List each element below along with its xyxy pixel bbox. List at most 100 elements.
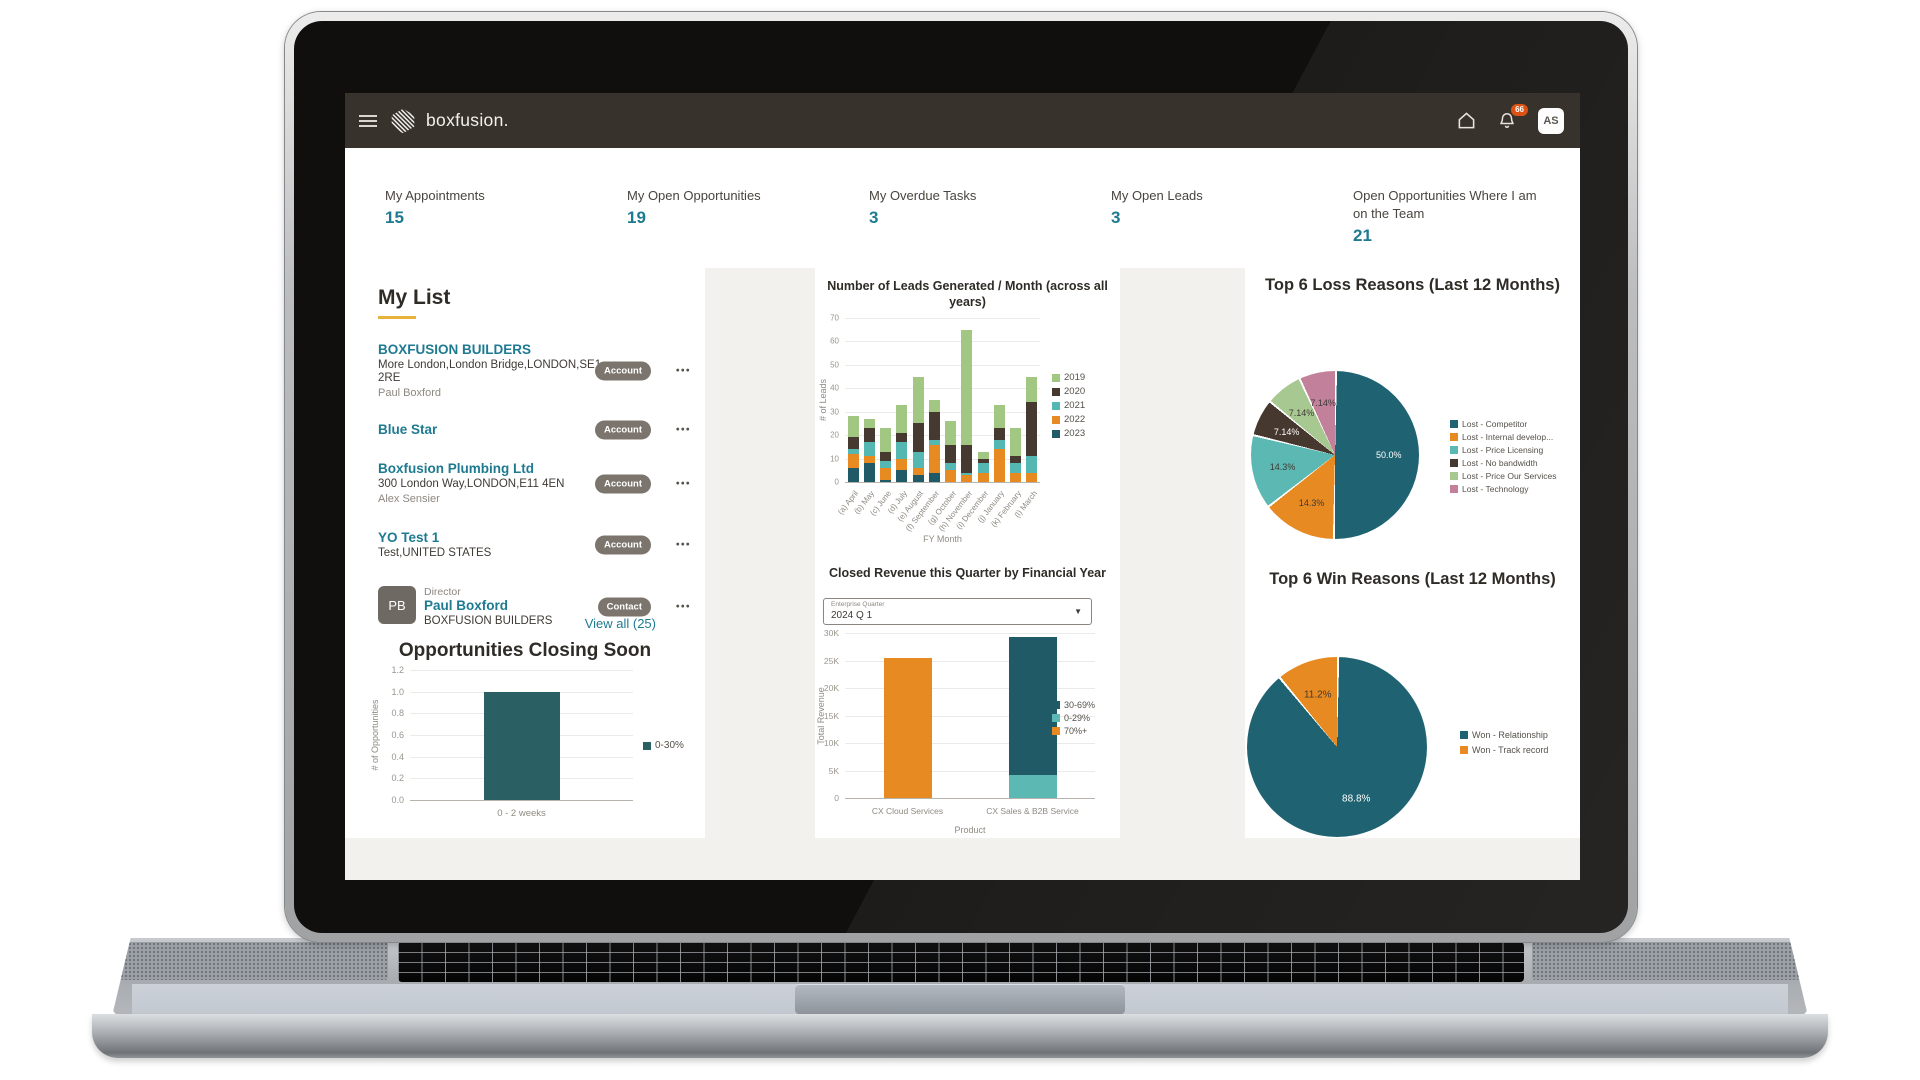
crm-dashboard-app: boxfusion. 66 AS My App — [345, 93, 1580, 880]
legend-item: Lost - Competitor — [1450, 419, 1527, 429]
charts-card-middle: Number of Leads Generated / Month (acros… — [815, 268, 1120, 838]
legend-swatch — [1450, 433, 1458, 441]
account-link[interactable]: Boxfusion Plumbing Ltd — [378, 461, 534, 476]
account-link[interactable]: Blue Star — [378, 422, 438, 437]
bar-segment — [977, 451, 989, 459]
legend-swatch — [1450, 472, 1458, 480]
legend-item: 2022 — [1052, 414, 1085, 425]
bar-segment — [912, 451, 924, 468]
legend-label: 2019 — [1064, 372, 1086, 383]
y-axis-tick: 30K — [823, 628, 839, 638]
title-underline — [378, 316, 416, 319]
legend-item: 0-29% — [1052, 713, 1090, 723]
legend-item: 2019 — [1052, 372, 1085, 383]
gridline — [845, 482, 1040, 483]
bar-segment — [847, 467, 859, 482]
chevron-down-icon: ▼ — [1074, 607, 1082, 616]
gridline — [845, 633, 1095, 634]
y-axis-tick: 0.8 — [391, 708, 404, 719]
legend-swatch — [1450, 446, 1458, 454]
bar-segment — [961, 472, 973, 475]
item-actions-icon[interactable]: ••• — [675, 424, 691, 435]
bar-segment — [1010, 463, 1022, 473]
legend-label: 0-29% — [1064, 713, 1091, 723]
notification-count-badge: 66 — [1511, 104, 1528, 116]
bar-segment — [896, 442, 908, 459]
bar-segment — [1010, 428, 1022, 457]
bar-segment — [993, 428, 1005, 440]
y-axis-tick: 0.4 — [391, 751, 404, 762]
item-actions-icon[interactable]: ••• — [675, 539, 691, 551]
account-link[interactable]: BOXFUSION BUILDERS — [378, 342, 532, 357]
bar-segment — [863, 442, 875, 457]
kpi-my-open-opportunities[interactable]: My Open Opportunities 19 — [627, 188, 761, 227]
item-actions-icon[interactable]: ••• — [675, 478, 691, 489]
y-axis-tick: 1.0 — [391, 686, 404, 697]
home-icon[interactable] — [1457, 111, 1476, 130]
chart-win-reasons-pie: 88.8% 11.2% Won - Relationship Won - Track … — [1245, 648, 1580, 838]
y-axis-title: Total Revenue — [816, 686, 826, 745]
gridline — [845, 341, 1040, 343]
bar-segment — [896, 470, 908, 482]
laptop-trackpad — [795, 984, 1125, 1014]
legend-label: Lost - Internal develop... — [1462, 432, 1554, 442]
bar-segment — [863, 428, 875, 443]
bar-segment — [847, 449, 859, 454]
kpi-my-open-leads[interactable]: My Open Leads 3 — [1111, 188, 1203, 227]
bar-segment — [912, 474, 924, 482]
gridline — [845, 458, 1040, 460]
y-axis-tick: 70 — [830, 313, 839, 323]
gridline — [845, 770, 1095, 772]
y-axis-tick: 60 — [830, 336, 839, 346]
gridline — [410, 800, 633, 801]
bar-segment — [1008, 636, 1057, 775]
bar-segment — [912, 376, 924, 424]
bar-segment — [863, 463, 875, 482]
kpi-my-overdue-tasks[interactable]: My Overdue Tasks 3 — [869, 188, 977, 227]
item-actions-icon[interactable]: ••• — [675, 601, 691, 613]
gridline — [845, 318, 1040, 319]
y-axis-tick: 25K — [823, 655, 839, 666]
bar-segment — [1026, 472, 1038, 482]
bar-segment — [977, 458, 989, 464]
notifications-bell-icon[interactable]: 66 — [1498, 104, 1528, 130]
legend-label: Lost - Technology — [1462, 484, 1529, 494]
kpi-open-opportunities-team[interactable]: Open Opportunities Where I am on the Tea… — [1353, 188, 1537, 245]
legend-label: Lost - No bandwidth — [1462, 458, 1538, 468]
item-actions-icon[interactable]: ••• — [675, 365, 691, 377]
hamburger-menu-icon[interactable] — [359, 112, 377, 130]
legend-swatch — [1052, 401, 1060, 410]
record-type-badge: Contact — [597, 597, 651, 617]
legend-item: Won - Relationship — [1460, 730, 1548, 740]
bar-segment — [863, 418, 875, 429]
account-link[interactable]: YO Test 1 — [378, 530, 440, 545]
bar-segment — [1010, 456, 1022, 464]
legend-label: 0-30% — [655, 740, 684, 751]
gridline — [845, 388, 1040, 390]
record-type-badge: Account — [595, 420, 651, 439]
legend-item: 70%+ — [1052, 726, 1087, 736]
kpi-my-appointments[interactable]: My Appointments 15 — [385, 188, 485, 227]
legend-item: Lost - Internal develop... — [1450, 432, 1553, 442]
y-axis-tick: 10 — [830, 454, 839, 464]
legend-swatch — [1450, 485, 1458, 493]
pie-slice-label: 11.2% — [1303, 689, 1332, 701]
app-header: boxfusion. 66 AS — [345, 93, 1580, 148]
bar-segment — [880, 467, 892, 480]
enterprise-quarter-dropdown[interactable]: Enterprise Quarter 2024 Q 1 ▼ — [823, 598, 1092, 625]
legend-label: Won - Track record — [1472, 745, 1549, 755]
y-axis-tick: 1.2 — [391, 665, 404, 675]
user-avatar[interactable]: AS — [1538, 107, 1564, 134]
y-axis-tick: 0 — [834, 793, 839, 803]
legend-swatch — [1450, 420, 1458, 428]
pie-slice-label: 50.0% — [1375, 450, 1402, 460]
legend-item: Lost - No bandwidth — [1450, 458, 1538, 468]
contact-link[interactable]: Paul Boxford — [424, 598, 509, 613]
bar-segment — [945, 421, 957, 445]
legend-item: 2023 — [1052, 428, 1085, 439]
gridline — [845, 660, 1095, 662]
y-axis-tick: 20K — [823, 683, 839, 693]
y-axis-tick: 5K — [828, 765, 839, 776]
view-all-link[interactable]: View all (25) — [584, 616, 656, 631]
y-axis-tick: 0.0 — [391, 795, 404, 805]
